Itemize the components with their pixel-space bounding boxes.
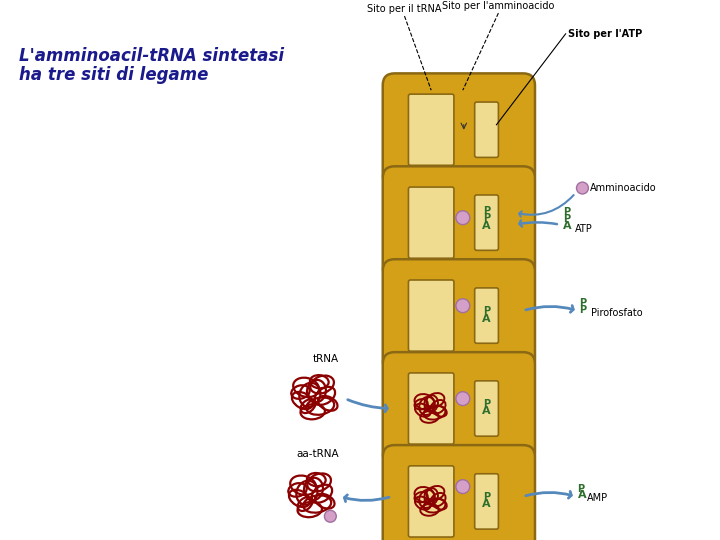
FancyBboxPatch shape (474, 381, 498, 436)
FancyBboxPatch shape (383, 73, 535, 186)
FancyBboxPatch shape (474, 102, 498, 157)
FancyBboxPatch shape (474, 195, 498, 251)
Text: P: P (483, 206, 490, 216)
Text: tRNA: tRNA (312, 354, 338, 364)
Text: A: A (577, 490, 586, 501)
Text: P: P (580, 305, 587, 315)
Text: aa-tRNA: aa-tRNA (296, 449, 339, 459)
Text: P: P (483, 491, 490, 502)
Text: Pirofosfato: Pirofosfato (591, 308, 643, 318)
Text: ATP: ATP (575, 224, 593, 234)
Text: P: P (483, 399, 490, 409)
Text: P: P (562, 214, 570, 224)
FancyBboxPatch shape (474, 288, 498, 343)
FancyBboxPatch shape (474, 474, 498, 529)
Text: Sito per il tRNA: Sito per il tRNA (367, 4, 442, 14)
FancyBboxPatch shape (383, 445, 535, 540)
Circle shape (456, 480, 469, 494)
Text: A: A (482, 407, 491, 416)
Text: A: A (562, 220, 571, 231)
Circle shape (456, 392, 469, 406)
Text: A: A (482, 500, 491, 509)
Text: L'amminoacil-tRNA sintetasi: L'amminoacil-tRNA sintetasi (19, 46, 284, 65)
Text: P: P (483, 213, 490, 222)
Text: P: P (577, 483, 585, 494)
Text: Sito per l'ATP: Sito per l'ATP (567, 29, 642, 39)
Circle shape (456, 211, 469, 225)
FancyBboxPatch shape (408, 187, 454, 258)
FancyBboxPatch shape (383, 259, 535, 372)
FancyBboxPatch shape (408, 94, 454, 165)
Text: P: P (580, 298, 587, 308)
FancyBboxPatch shape (383, 352, 535, 465)
Text: AMP: AMP (588, 494, 608, 503)
FancyBboxPatch shape (408, 466, 454, 537)
Text: A: A (482, 314, 491, 323)
Text: P: P (562, 207, 570, 217)
Circle shape (577, 182, 588, 194)
Text: Amminoacido: Amminoacido (590, 183, 657, 193)
FancyBboxPatch shape (408, 280, 454, 351)
Text: Sito per l'amminoacido: Sito per l'amminoacido (442, 1, 554, 11)
Text: P: P (483, 306, 490, 316)
Text: A: A (482, 221, 491, 231)
FancyBboxPatch shape (383, 166, 535, 279)
Text: ha tre siti di legame: ha tre siti di legame (19, 66, 208, 84)
FancyBboxPatch shape (408, 373, 454, 444)
Circle shape (456, 299, 469, 313)
Circle shape (325, 510, 336, 522)
